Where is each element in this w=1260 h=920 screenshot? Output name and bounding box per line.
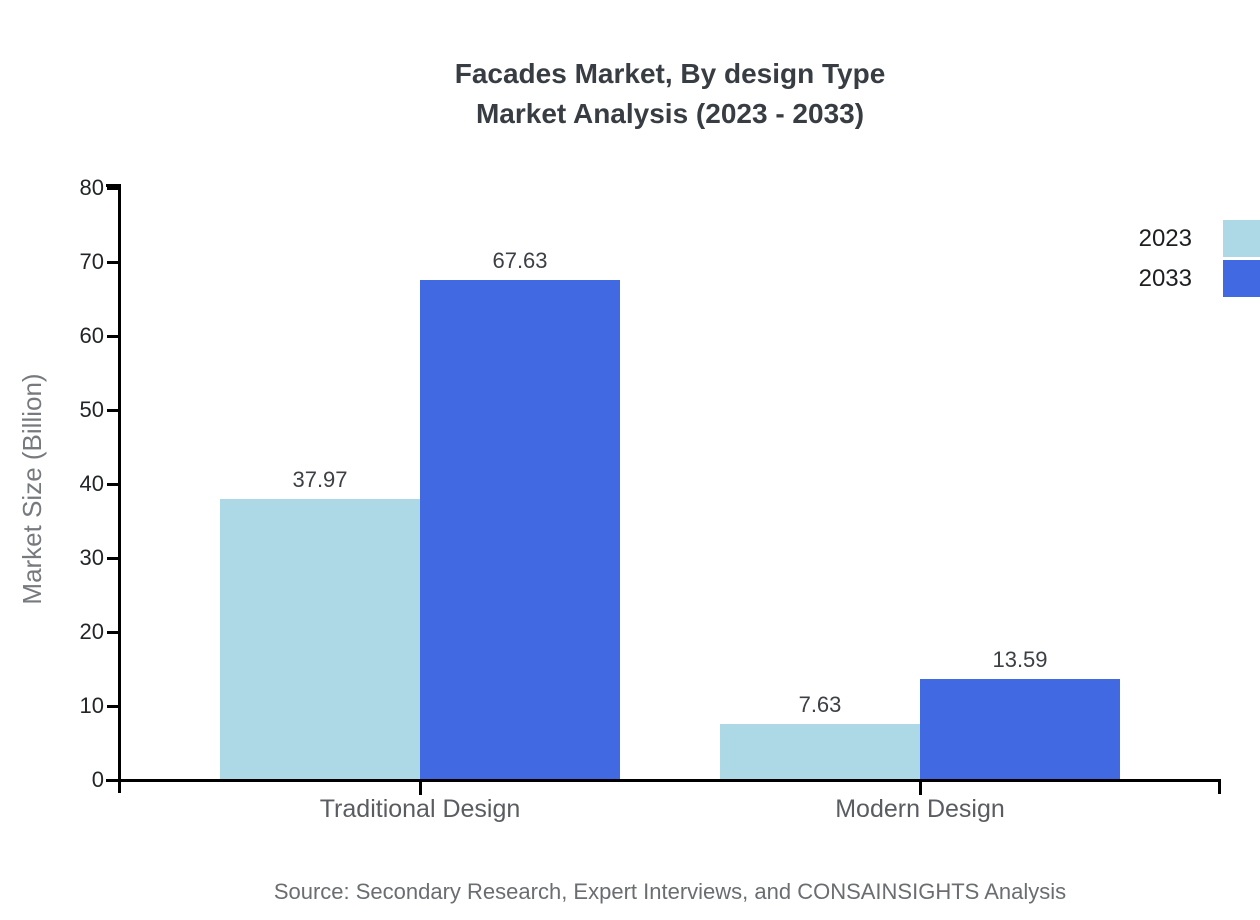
bar-2023-traditional-design [220,499,420,780]
category-label-traditional-design: Traditional Design [319,795,521,823]
bar-value-2023-modern-design: 7.63 [798,691,842,717]
y-tick-30 [107,556,119,560]
bar-2033-traditional-design [420,279,620,780]
y-tick-label-0: 0 [91,767,104,792]
bar-value-2033-traditional-design: 67.63 [492,247,548,273]
y-tick-50 [107,408,119,412]
chart-title-line-2: Market Analysis (2023 - 2033) [475,98,865,129]
y-axis-end-tick [106,184,121,187]
y-tick-70 [107,260,119,264]
legend-label-2033: 2033 [1138,265,1192,292]
bar-value-2023-traditional-design: 37.97 [292,467,348,493]
y-tick-label-20: 20 [79,619,104,644]
category-label-modern-design: Modern Design [835,795,1005,823]
legend-swatch-2033 [1223,260,1260,297]
x-tick-traditional-design [418,779,422,795]
y-tick-label-30: 30 [79,545,104,570]
y-tick-10 [107,704,119,708]
y-tick-label-50: 50 [79,397,104,422]
x-axis-line [106,779,1221,782]
chart-title-line-1: Facades Market, By design Type [454,58,886,89]
source-note: Source: Secondary Research, Expert Inter… [273,879,1067,904]
bar-2033-modern-design [920,679,1120,780]
y-tick-label-60: 60 [79,323,104,348]
y-tick-label-70: 70 [79,249,104,274]
x-tick-modern-design [918,779,922,795]
chart-title: Facades Market, By design Type Market An… [80,54,1260,134]
x-axis-end-tick [1218,779,1221,794]
y-tick-80 [107,186,119,190]
legend-swatch-2023 [1223,220,1260,257]
bar-2023-modern-design [720,723,920,780]
y-axis-line [118,184,121,793]
y-tick-20 [107,630,119,634]
y-tick-40 [107,482,119,486]
bar-value-2033-modern-design: 13.59 [992,647,1048,673]
y-tick-label-40: 40 [79,471,104,496]
y-tick-label-10: 10 [79,693,104,718]
y-tick-label-80: 80 [79,175,104,200]
y-tick-60 [107,334,119,338]
legend-label-2023: 2023 [1138,225,1192,252]
